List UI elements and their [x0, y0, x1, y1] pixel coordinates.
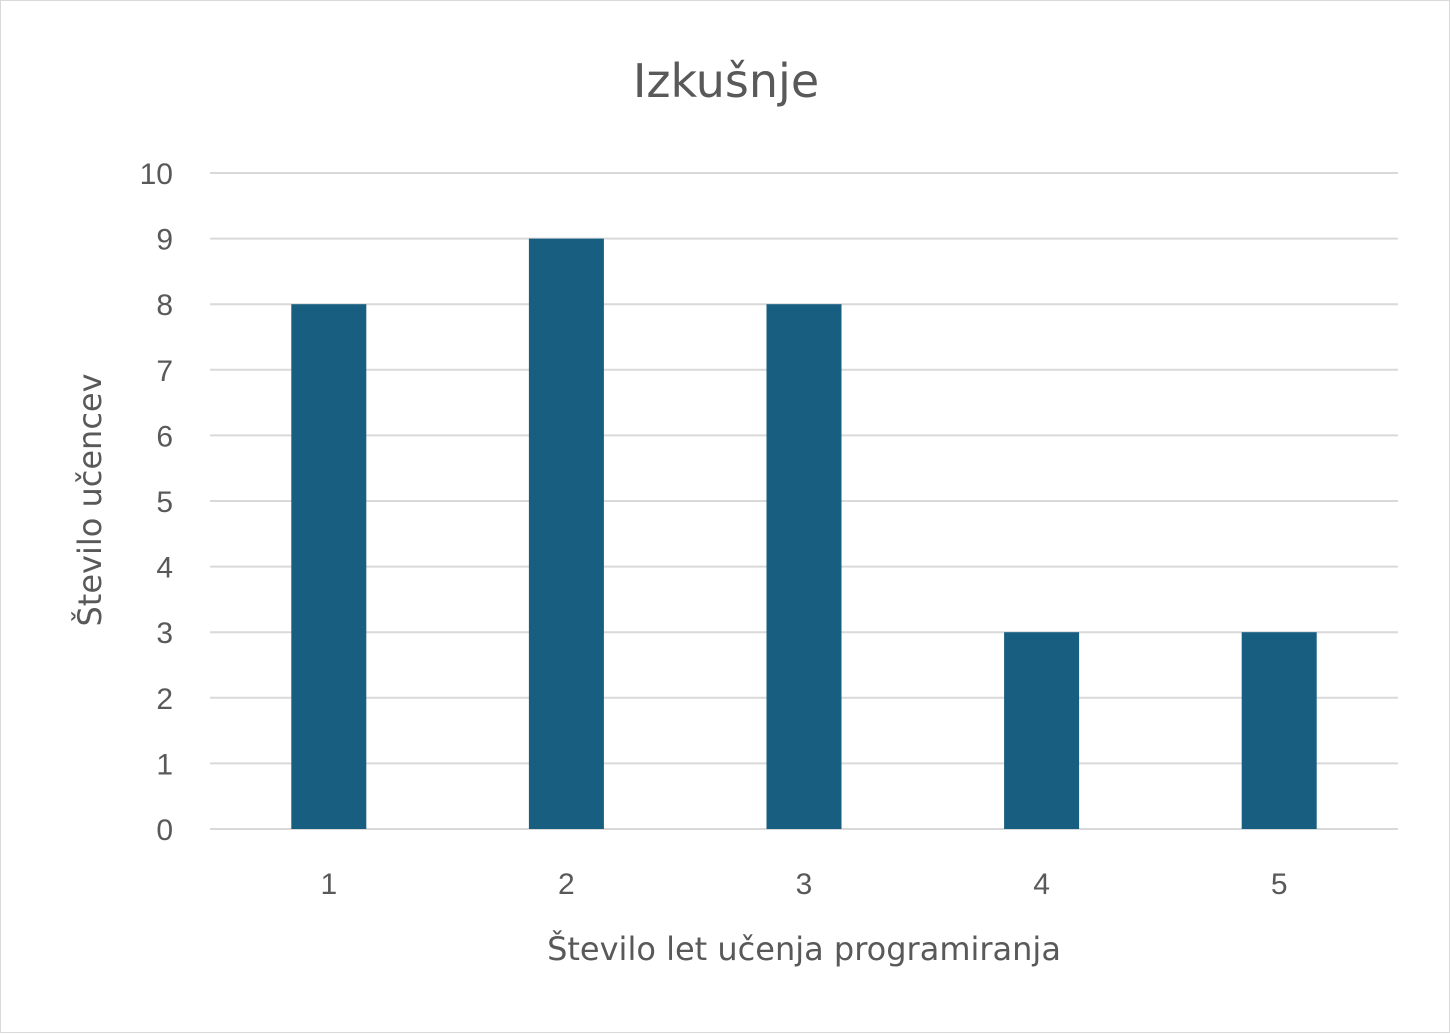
y-tick-label: 0 [156, 814, 173, 847]
bar-5 [1241, 632, 1317, 829]
y-tick-label: 3 [156, 617, 173, 650]
x-tick-label: 1 [320, 868, 337, 901]
bars [291, 238, 1317, 830]
chart-title: Izkušnje [633, 54, 819, 108]
x-tick-label: 2 [558, 868, 575, 901]
y-tick-label: 8 [156, 289, 173, 322]
y-tick-label: 7 [156, 355, 173, 388]
y-axis-title: Število učencev [70, 373, 109, 626]
x-axis-ticks: 1 2 3 4 5 [320, 868, 1287, 901]
bar-4 [1004, 632, 1080, 829]
x-tick-label: 4 [1033, 868, 1050, 901]
x-axis-title: Število let učenja programiranja [547, 929, 1061, 968]
y-tick-label: 4 [156, 552, 173, 585]
x-tick-label: 5 [1271, 868, 1288, 901]
y-tick-label: 5 [156, 486, 173, 519]
bar-1 [291, 304, 367, 829]
y-axis-ticks: 0 1 2 3 4 5 6 7 8 9 10 [140, 158, 173, 847]
y-tick-label: 9 [156, 224, 173, 257]
bar-2 [528, 238, 604, 830]
y-tick-label: 10 [140, 158, 173, 191]
y-tick-label: 6 [156, 420, 173, 453]
y-tick-label: 1 [156, 748, 173, 781]
x-tick-label: 3 [796, 868, 813, 901]
bar-3 [766, 304, 842, 829]
y-tick-label: 2 [156, 683, 173, 716]
